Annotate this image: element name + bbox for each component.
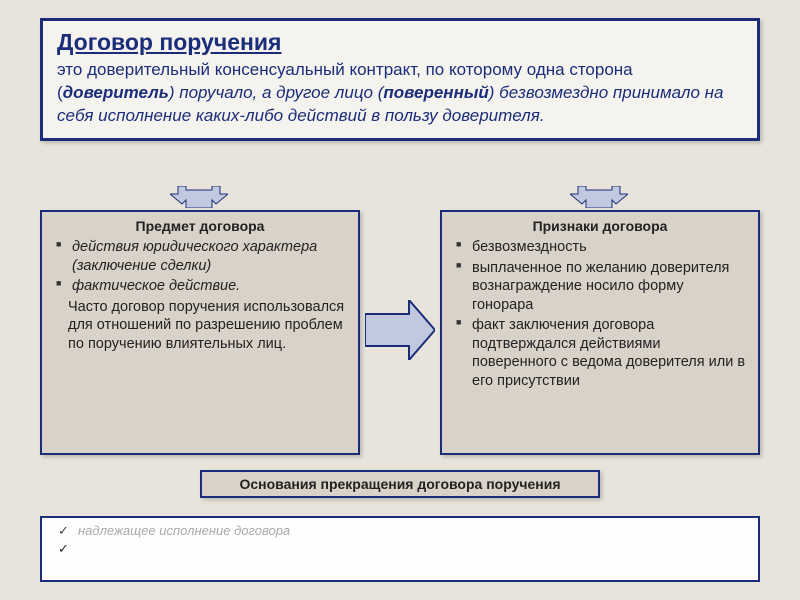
list-item: безвозмездность: [456, 238, 748, 257]
features-box: Признаки договора безвозмездность выплач…: [440, 210, 760, 455]
termination-title: Основания прекращения договора поручения: [239, 476, 560, 492]
def-term-doveritel: доверитель: [63, 83, 169, 102]
connector-left: [170, 186, 228, 208]
subject-box: Предмет договора действия юридического х…: [40, 210, 360, 455]
termination-reasons-box: надлежащее исполнение договора: [40, 516, 760, 582]
list-item: действия юридического характера (заключе…: [56, 238, 348, 275]
termination-title-box: Основания прекращения договора поручения: [200, 470, 600, 498]
list-item: выплаченное по желанию доверителя вознаг…: [456, 259, 748, 315]
features-list: безвозмездность выплаченное по желанию д…: [452, 238, 748, 390]
def-term-poverenny: поверенный: [383, 83, 488, 102]
connector-right: [570, 186, 628, 208]
subject-note: Часто договор поручения использовался дл…: [52, 298, 348, 354]
list-item: надлежащее исполнение договора: [58, 522, 748, 540]
features-title: Признаки договора: [452, 218, 748, 234]
list-item: фактическое действие.: [56, 277, 348, 296]
subject-title: Предмет договора: [52, 218, 348, 234]
subject-list: действия юридического характера (заключе…: [52, 238, 348, 296]
def-p3: ) поручало, а другое лицо (: [169, 83, 384, 102]
definition-text: это доверительный консенсуальный контрак…: [57, 59, 743, 128]
definition-title: Договор поручения: [57, 29, 743, 56]
termination-list: надлежащее исполнение договора: [52, 522, 748, 540]
definition-box: Договор поручения это доверительный конс…: [40, 18, 760, 141]
list-item: факт заключения договора подтверждался д…: [456, 316, 748, 390]
arrow-right: [365, 300, 435, 360]
